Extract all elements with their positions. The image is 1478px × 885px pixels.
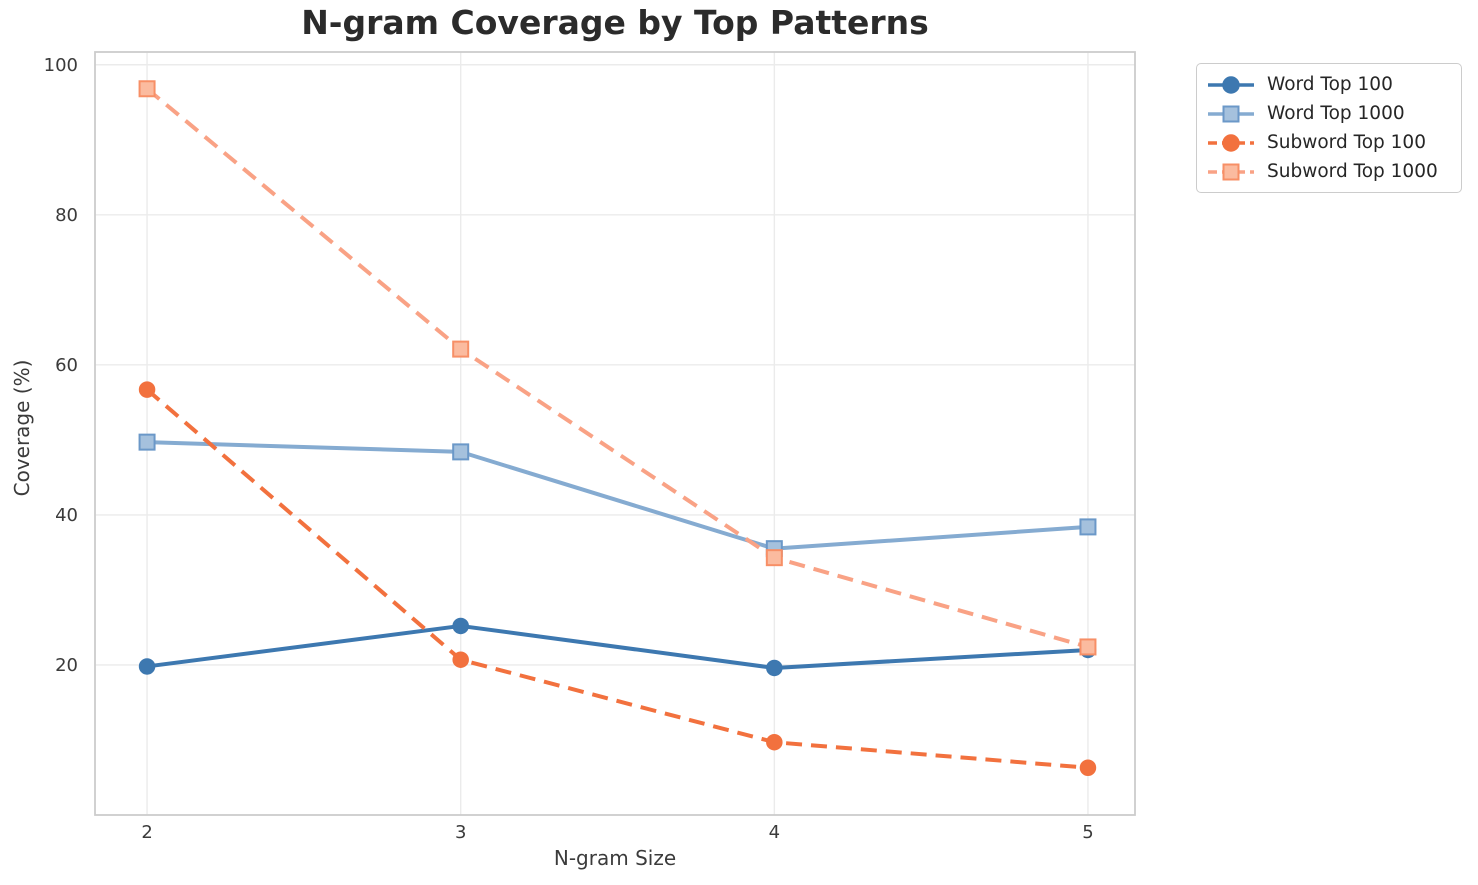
plot-border: [94, 51, 1136, 816]
series-marker-subword-top-100: [1079, 759, 1097, 776]
x-tick-label: 3: [455, 822, 466, 843]
series-marker-word-top-100: [138, 658, 156, 675]
series-marker-word-top-100: [766, 659, 783, 677]
legend-label: Subword Top 1000: [1267, 161, 1438, 182]
series-marker-word-top-1000: [452, 443, 470, 461]
series-line-word-top-1000: [145, 440, 1090, 551]
series-marker-subword-top-1000: [1079, 638, 1097, 656]
series-marker-word-top-1000: [1079, 518, 1097, 536]
x-tick-label: 4: [769, 822, 780, 843]
chart-title: N-gram Coverage by Top Patterns: [301, 3, 929, 42]
legend-label: Word Top 100: [1267, 74, 1393, 95]
y-tick-label: 80: [55, 205, 78, 226]
series-marker-subword-top-1000: [452, 340, 470, 358]
y-tick-label: 20: [55, 655, 78, 676]
legend-square-marker: [1208, 105, 1254, 122]
y-tick-label: 100: [44, 55, 78, 76]
series-marker-subword-top-100: [452, 651, 469, 668]
legend-item-word-top-100: Word Top 100: [1207, 70, 1451, 99]
legend-item-subword-top-1000: Subword Top 1000: [1207, 157, 1451, 186]
legend-square-marker: [1208, 163, 1254, 180]
series-marker-subword-top-1000: [138, 80, 156, 98]
series-line-word-top-100: [145, 623, 1090, 670]
series-line-subword-top-1000: [145, 87, 1089, 649]
series-marker-subword-top-100: [138, 381, 156, 398]
series-line-subword-top-100: [145, 388, 1089, 770]
x-axis-label: N-gram Size: [553, 846, 677, 870]
series-marker-subword-top-1000: [765, 549, 783, 567]
x-tick-label: 2: [141, 822, 152, 843]
y-tick-label: 60: [55, 355, 78, 376]
legend-item-word-top-1000: Word Top 1000: [1207, 99, 1451, 128]
y-axis-label: Coverage (%): [10, 359, 34, 497]
legend-item-subword-top-100: Subword Top 100: [1207, 128, 1451, 157]
legend-circle-marker: [1208, 75, 1254, 94]
legend-circle-marker: [1208, 133, 1254, 152]
series-marker-subword-top-100: [766, 733, 783, 751]
legend-label: Word Top 1000: [1267, 103, 1405, 124]
series-marker-word-top-100: [452, 617, 469, 635]
y-tick-label: 40: [55, 505, 78, 526]
x-tick-label: 5: [1082, 822, 1093, 843]
series-marker-word-top-1000: [138, 433, 156, 451]
legend: Word Top 100 Word Top 1000 Subword Top 100…: [1196, 63, 1462, 193]
legend-label: Subword Top 100: [1267, 132, 1426, 153]
